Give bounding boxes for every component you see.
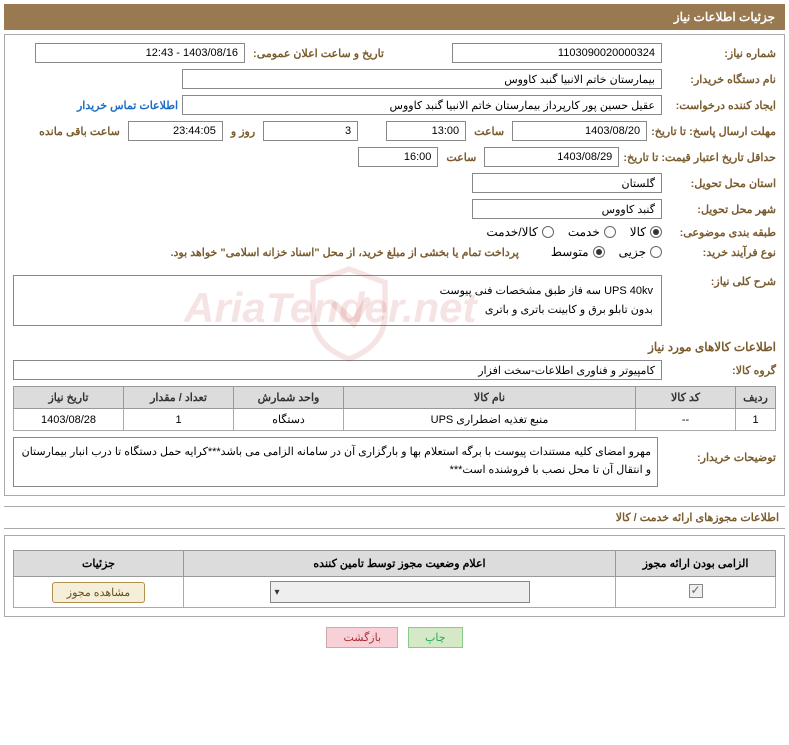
need-number-field: 1103090020000324 bbox=[452, 43, 662, 63]
days-and-label: روز و bbox=[227, 125, 259, 138]
mandatory-checkbox[interactable] bbox=[689, 584, 703, 598]
goods-group-field: کامپیوتر و فناوری اطلاعات-سخت افزار bbox=[13, 360, 662, 380]
radio-medium-label: متوسط bbox=[551, 245, 589, 259]
requester-label: ایجاد کننده درخواست: bbox=[666, 99, 776, 112]
buyer-org-field: بیمارستان خاتم الانبیا گنبد کاووس bbox=[182, 69, 662, 89]
summary-line1: UPS 40kv سه فاز طبق مشخصات فنی پیوست bbox=[22, 282, 653, 301]
th-details: جزئیات bbox=[14, 551, 184, 577]
payment-note: پرداخت تمام یا بخشی از مبلغ خرید، از محل… bbox=[170, 246, 518, 259]
license-section-title: اطلاعات مجوزهای ارائه خدمت / کالا bbox=[4, 506, 785, 529]
category-radio-group: کالا خدمت کالا/خدمت bbox=[486, 225, 662, 239]
province-field: گلستان bbox=[472, 173, 662, 193]
buyer-notes-text: مهرو امضای کلیه مستندات پیوست با برگه اس… bbox=[13, 437, 658, 487]
page-title: جزئیات اطلاعات نیاز bbox=[674, 10, 775, 24]
footer-buttons: چاپ بازگشت bbox=[4, 627, 785, 648]
buyer-contact-link[interactable]: اطلاعات تماس خریدار bbox=[77, 99, 178, 112]
deadline-time-field: 13:00 bbox=[386, 121, 466, 141]
radio-small-circle bbox=[650, 246, 662, 258]
process-label: نوع فرآیند خرید: bbox=[666, 246, 776, 259]
goods-table: ردیف کد کالا نام کالا واحد شمارش تعداد /… bbox=[13, 386, 776, 431]
th-name: نام کالا bbox=[344, 387, 636, 409]
radio-both-circle bbox=[542, 226, 554, 238]
license-row: ▾ مشاهده مجوز bbox=[14, 577, 776, 608]
td-unit: دستگاه bbox=[234, 409, 344, 431]
announce-label: تاریخ و ساعت اعلان عمومی: bbox=[249, 47, 388, 60]
radio-medium[interactable]: متوسط bbox=[551, 245, 605, 259]
view-license-button[interactable]: مشاهده مجوز bbox=[52, 582, 145, 603]
radio-service-label: خدمت bbox=[568, 225, 600, 239]
td-date: 1403/08/28 bbox=[14, 409, 124, 431]
page-header: جزئیات اطلاعات نیاز bbox=[4, 4, 785, 30]
province-label: استان محل تحویل: bbox=[666, 177, 776, 190]
radio-service-circle bbox=[604, 226, 616, 238]
radio-medium-circle bbox=[593, 246, 605, 258]
license-section: اطلاعات مجوزهای ارائه خدمت / کالا الزامی… bbox=[4, 506, 785, 617]
time-label-2: ساعت bbox=[442, 151, 480, 164]
td-row: 1 bbox=[736, 409, 776, 431]
main-form-box: شماره نیاز: 1103090020000324 تاریخ و ساع… bbox=[4, 34, 785, 496]
td-code: -- bbox=[636, 409, 736, 431]
th-mandatory: الزامی بودن ارائه مجوز bbox=[616, 551, 776, 577]
goods-section-title: اطلاعات کالاهای مورد نیاز bbox=[13, 340, 776, 354]
th-code: کد کالا bbox=[636, 387, 736, 409]
radio-small-label: جزیی bbox=[619, 245, 646, 259]
remain-hms-field: 23:44:05 bbox=[128, 121, 223, 141]
goods-group-label: گروه کالا: bbox=[666, 364, 776, 377]
announce-field: 1403/08/16 - 12:43 bbox=[35, 43, 245, 63]
back-button[interactable]: بازگشت bbox=[326, 627, 398, 648]
buyer-org-label: نام دستگاه خریدار: bbox=[666, 73, 776, 86]
category-label: طبقه بندی موضوعی: bbox=[666, 226, 776, 239]
th-date: تاریخ نیاز bbox=[14, 387, 124, 409]
print-button[interactable]: چاپ bbox=[408, 627, 463, 648]
td-status: ▾ bbox=[184, 577, 616, 608]
process-radio-group: جزیی متوسط پرداخت تمام یا بخشی از مبلغ خ… bbox=[170, 245, 662, 259]
td-qty: 1 bbox=[124, 409, 234, 431]
status-select[interactable]: ▾ bbox=[270, 581, 530, 603]
radio-both-label: کالا/خدمت bbox=[486, 225, 537, 239]
validity-label: حداقل تاریخ اعتبار قیمت: تا تاریخ: bbox=[623, 151, 776, 164]
td-name: منبع تغذیه اضطراری UPS bbox=[344, 409, 636, 431]
radio-goods-circle bbox=[650, 226, 662, 238]
th-unit: واحد شمارش bbox=[234, 387, 344, 409]
radio-service[interactable]: خدمت bbox=[568, 225, 616, 239]
th-status: اعلام وضعیت مجوز توسط تامین کننده bbox=[184, 551, 616, 577]
th-row: ردیف bbox=[736, 387, 776, 409]
need-number-label: شماره نیاز: bbox=[666, 47, 776, 60]
remain-suffix-label: ساعت باقی مانده bbox=[35, 125, 124, 138]
td-mandatory bbox=[616, 577, 776, 608]
deadline-date-field: 1403/08/20 bbox=[512, 121, 647, 141]
td-details: مشاهده مجوز bbox=[14, 577, 184, 608]
th-qty: تعداد / مقدار bbox=[124, 387, 234, 409]
validity-time-field: 16:00 bbox=[358, 147, 438, 167]
radio-both[interactable]: کالا/خدمت bbox=[486, 225, 553, 239]
radio-goods-label: کالا bbox=[630, 225, 646, 239]
chevron-down-icon: ▾ bbox=[275, 587, 280, 598]
validity-date-field: 1403/08/29 bbox=[484, 147, 619, 167]
table-row: 1 -- منبع تغذیه اضطراری UPS دستگاه 1 140… bbox=[14, 409, 776, 431]
remain-days-field: 3 bbox=[263, 121, 358, 141]
radio-small[interactable]: جزیی bbox=[619, 245, 662, 259]
requester-field: عقیل حسین پور کارپرداز بیمارستان خاتم ال… bbox=[182, 95, 662, 115]
city-label: شهر محل تحویل: bbox=[666, 203, 776, 216]
summary-label: شرح کلی نیاز: bbox=[666, 275, 776, 288]
summary-box: UPS 40kv سه فاز طبق مشخصات فنی پیوست بدو… bbox=[13, 275, 662, 326]
city-field: گنبد کاووس bbox=[472, 199, 662, 219]
radio-goods[interactable]: کالا bbox=[630, 225, 662, 239]
summary-line2: بدون تابلو برق و کابینت باتری و باتری bbox=[22, 301, 653, 320]
deadline-label: مهلت ارسال پاسخ: تا تاریخ: bbox=[651, 125, 776, 138]
buyer-notes-label: توضیحات خریدار: bbox=[666, 437, 776, 464]
time-label-1: ساعت bbox=[470, 125, 508, 138]
license-table: الزامی بودن ارائه مجوز اعلام وضعیت مجوز … bbox=[13, 550, 776, 608]
